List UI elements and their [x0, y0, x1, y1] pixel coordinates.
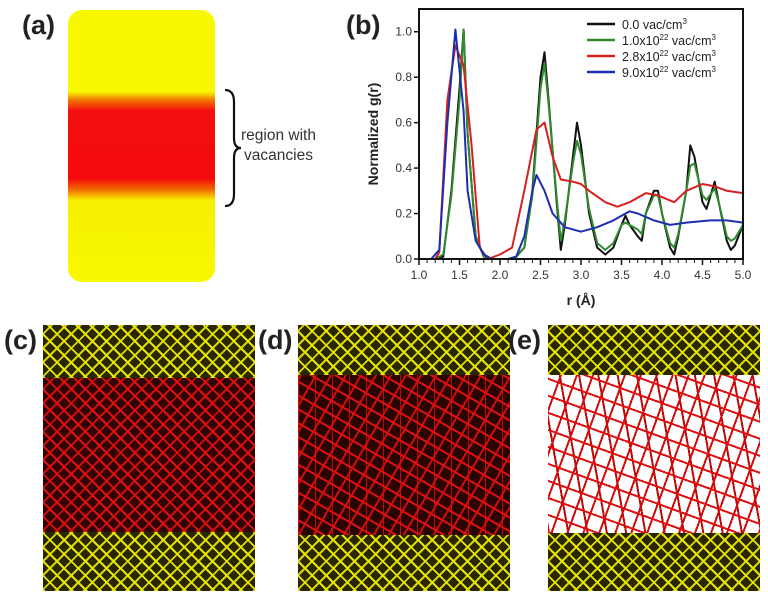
series-line-1: [419, 28, 744, 260]
series-line-3: [419, 28, 744, 260]
x-tick-label: 4.0: [654, 268, 671, 282]
y-axis-label: Normalized g(r): [365, 83, 381, 186]
vacancy-region: [548, 375, 760, 533]
x-tick-label: 1.0: [411, 268, 428, 282]
panel-c-label: (c): [4, 325, 37, 355]
x-tick-label: 1.5: [451, 268, 468, 282]
annotation-line-1: region with: [241, 127, 316, 144]
y-tick-label: 1.0: [395, 25, 412, 39]
panel-b-label: (b): [346, 10, 381, 40]
vacancy-region: [43, 378, 255, 532]
annotation-line-2: vacancies: [244, 147, 313, 164]
legend-entry-1: 1.0x1022 vac/cm3: [622, 33, 717, 48]
pristine-region: [548, 325, 760, 375]
x-axis-label: r (Å): [567, 292, 596, 308]
x-tick-label: 3.0: [573, 268, 590, 282]
y-tick-label: 0.2: [395, 207, 412, 221]
brace-icon: [224, 88, 242, 208]
panel-e-label: (e): [508, 325, 541, 355]
x-tick-label: 2.0: [492, 268, 509, 282]
y-tick-label: 0.6: [395, 116, 412, 130]
x-tick-label: 5.0: [735, 268, 752, 282]
pristine-region: [548, 533, 760, 591]
series-line-2: [419, 44, 744, 260]
legend-entry-3: 9.0x1022 vac/cm3: [622, 65, 717, 80]
pristine-region: [298, 325, 510, 375]
pristine-region: [43, 532, 255, 591]
vacancy-density-map: [68, 10, 215, 282]
y-tick-label: 0.0: [395, 252, 412, 266]
structure-d: [298, 325, 510, 591]
pristine-region: [43, 325, 255, 378]
legend-entry-2: 2.8x1022 vac/cm3: [622, 49, 717, 64]
x-tick-label: 4.5: [694, 268, 711, 282]
y-tick-label: 0.8: [395, 70, 412, 84]
x-tick-label: 2.5: [532, 268, 549, 282]
structure-e: [548, 325, 760, 591]
region-annotation: region with vacancies: [241, 126, 316, 166]
y-tick-label: 0.4: [395, 161, 412, 175]
structure-c: [43, 325, 255, 591]
panel-d-label: (d): [258, 325, 293, 355]
panel-a-label: (a): [22, 10, 55, 40]
x-tick-label: 3.5: [613, 268, 630, 282]
gr-chart: 1.0 1.5 2.0 2.5 3.0 3.5 4.0 4.5 5.0 0.0 0.2 0.4 0.6 0…: [365, 8, 752, 308]
pristine-region: [298, 535, 510, 591]
vacancy-region: [298, 375, 510, 535]
legend-entry-0: 0.0 vac/cm3: [622, 17, 687, 32]
